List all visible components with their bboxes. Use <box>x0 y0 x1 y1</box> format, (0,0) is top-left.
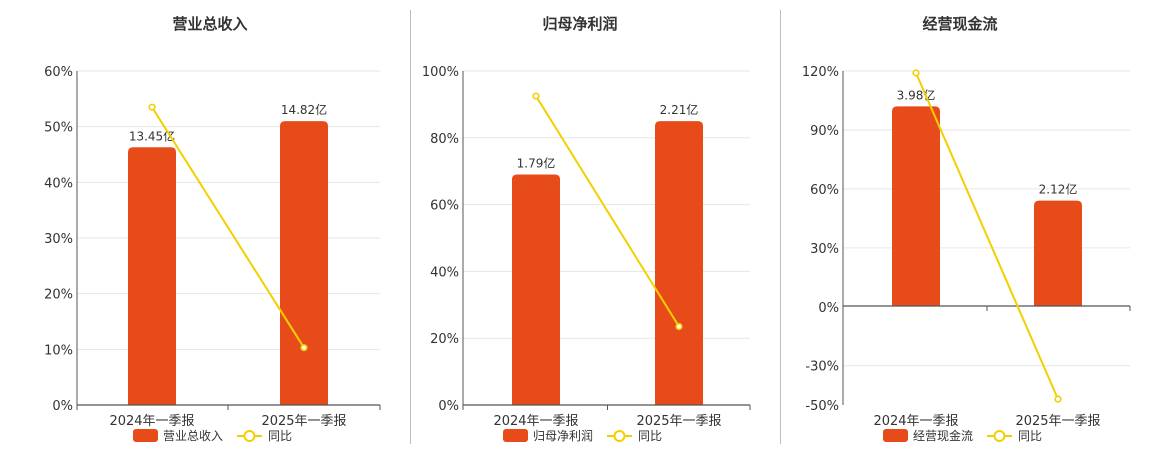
bar-data-label: 2.21亿 <box>660 102 699 117</box>
x-category-label: 2024年一季报 <box>493 414 578 429</box>
y-tick-label: 0% <box>438 399 459 414</box>
bar-data-label: 14.82亿 <box>281 102 327 117</box>
bar <box>280 121 328 405</box>
y-tick-label: 120% <box>802 65 839 80</box>
bar-data-label: 3.98亿 <box>897 87 936 102</box>
bar-data-label: 1.79亿 <box>517 156 556 171</box>
y-tick-label: 60% <box>430 199 459 214</box>
yoy-line <box>151 106 305 349</box>
yoy-point <box>912 69 920 77</box>
legend-bar-label: 经营现金流 <box>913 428 973 443</box>
chart-svg: 营业总收入 60% 50% 40% 30% 20% 10% 0% 13.45亿 14.82亿 202… <box>44 15 381 443</box>
y-tick-label: 10% <box>44 343 73 358</box>
x-category-label: 2024年一季报 <box>109 414 194 429</box>
panel-divider <box>780 10 781 444</box>
y-tick-label: 20% <box>430 332 459 347</box>
legend-line-label: 同比 <box>1018 429 1042 443</box>
chart-svg: 归母净利润 100% 80% 60% 40% 20% 0% 1.79亿 2.21亿 2024年一季… <box>422 15 751 443</box>
y-tick-label: 100% <box>422 65 459 80</box>
legend-line-label: 同比 <box>638 429 662 443</box>
y-tick-label: -50% <box>805 399 839 414</box>
y-tick-label: 80% <box>430 132 459 147</box>
y-tick-label: -30% <box>805 360 839 375</box>
x-category-label: 2025年一季报 <box>1015 414 1100 429</box>
chart-title: 营业总收入 <box>172 15 247 33</box>
chart-panel-revenue: 营业总收入 60% 50% 40% 30% 20% 10% 0% 13.45亿 14.82亿 202… <box>0 0 400 450</box>
legend-bar-swatch <box>133 429 158 442</box>
yoy-point <box>148 103 156 111</box>
legend-line-marker <box>613 430 626 442</box>
legend-bar-swatch <box>883 429 908 442</box>
legend-line-marker <box>993 430 1006 442</box>
chart-panel-net-profit: 归母净利润 100% 80% 60% 40% 20% 0% 1.79亿 2.21亿 2024年一季… <box>410 0 780 450</box>
yoy-line <box>915 72 1059 400</box>
y-tick-label: 0% <box>818 301 839 316</box>
y-tick-label: 40% <box>430 265 459 280</box>
y-tick-label: 30% <box>810 242 839 257</box>
y-tick-label: 40% <box>44 176 73 191</box>
bar <box>128 147 176 405</box>
chart-title: 经营现金流 <box>922 15 997 33</box>
legend-bar-label: 归母净利润 <box>533 429 593 443</box>
bar <box>892 106 940 306</box>
bar-data-label: 13.45亿 <box>129 128 175 143</box>
bar-data-label: 2.12亿 <box>1039 182 1078 197</box>
bar <box>655 121 703 405</box>
legend-line-label: 同比 <box>268 429 292 443</box>
chart-panel-cashflow: 经营现金流 120% 90% 60% 30% 0% -30% -50% 3.98亿 2.12亿 20… <box>780 0 1160 450</box>
y-tick-label: 30% <box>44 232 73 247</box>
yoy-point <box>532 92 540 100</box>
y-tick-label: 60% <box>810 183 839 198</box>
y-tick-label: 60% <box>44 65 73 80</box>
bar <box>1034 200 1082 306</box>
yoy-line <box>535 95 680 328</box>
chart-svg: 经营现金流 120% 90% 60% 30% 0% -30% -50% 3.98亿 2.12亿 20… <box>802 15 1131 443</box>
yoy-point <box>300 344 308 352</box>
yoy-point <box>1054 395 1062 403</box>
y-tick-label: 50% <box>44 121 73 136</box>
y-tick-label: 90% <box>810 124 839 139</box>
legend-bar-swatch <box>503 429 528 442</box>
x-category-label: 2025年一季报 <box>636 414 721 429</box>
legend-line-marker <box>243 430 256 442</box>
yoy-point <box>675 322 683 331</box>
legend-bar-label: 营业总收入 <box>163 429 223 443</box>
y-tick-label: 0% <box>52 399 73 414</box>
panel-divider <box>410 10 411 444</box>
y-tick-label: 20% <box>44 288 73 303</box>
x-category-label: 2025年一季报 <box>261 414 346 429</box>
x-category-label: 2024年一季报 <box>873 414 958 429</box>
bar <box>512 174 560 405</box>
chart-title: 归母净利润 <box>542 15 617 33</box>
